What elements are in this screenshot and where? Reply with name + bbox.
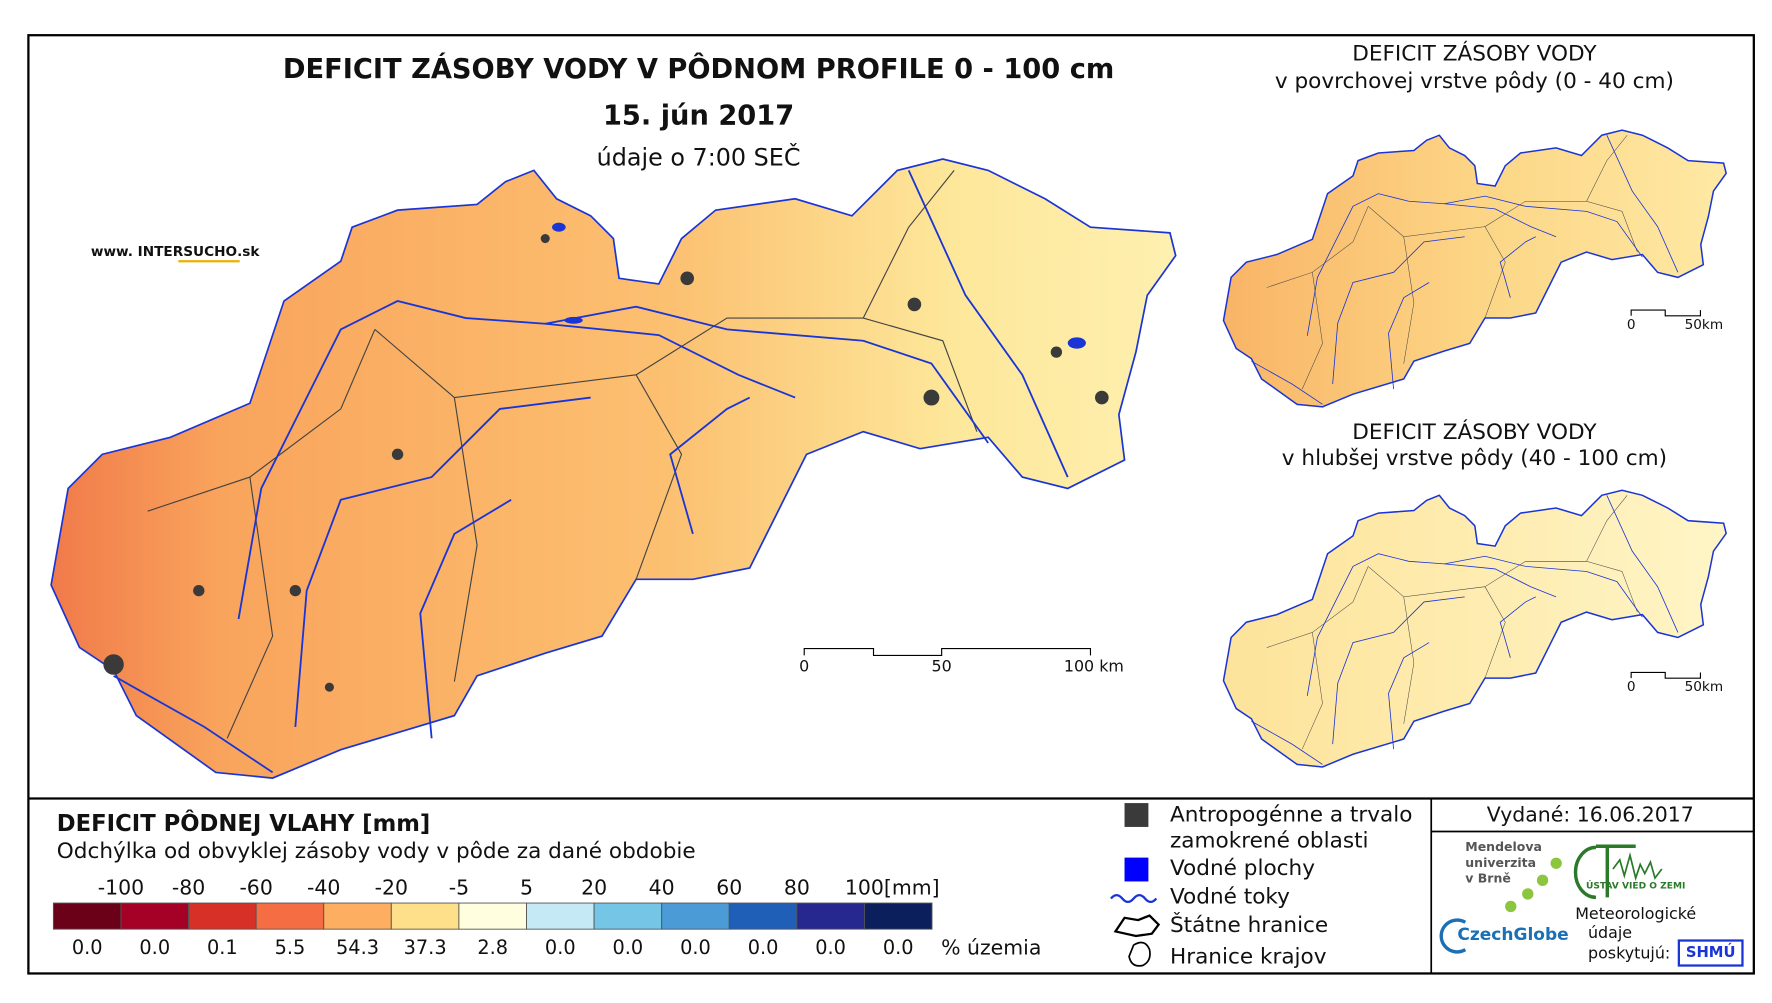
legend-percentage: 5.5 [275, 936, 306, 959]
legend-swatch [593, 902, 663, 930]
issued: Vydané: 16.06.2017 [1487, 803, 1694, 827]
map-date: 15. jún 2017 [603, 100, 794, 131]
logo-seismo [1612, 851, 1663, 882]
map-legend-label: Vodné plochy [1170, 856, 1315, 881]
legend-class-label: -20 [375, 875, 408, 899]
legend-percentage: 0.0 [545, 936, 576, 959]
legend-class-label: -100 [98, 875, 144, 899]
inset-title: DEFICIT ZÁSOBY VODY [1352, 41, 1597, 67]
legend-class-label: 100 [845, 875, 884, 899]
inset-title: DEFICIT ZÁSOBY VODY [1352, 419, 1597, 445]
website-part: .sk [237, 244, 260, 260]
inset-title: v hlubšej vrstve pôdy (40 - 100 cm) [1282, 446, 1667, 471]
scale-label: 100 km [1064, 656, 1124, 675]
logo-text: univerzita [1465, 855, 1536, 870]
map-legend-label: Vodné toky [1170, 884, 1290, 909]
legend-percentage: 54.3 [336, 936, 379, 959]
legend-swatch [323, 902, 392, 930]
map-legend-label: Antropogénne a trvalo [1170, 803, 1412, 828]
symbol-water [1124, 857, 1149, 882]
legend-subtitle: Odchýlka od obvyklej zásoby vody v pôde … [57, 839, 696, 864]
legend-class-label: 60 [716, 875, 742, 899]
legend-class-label: -40 [307, 875, 340, 899]
logo-text: údaje [1588, 923, 1632, 942]
inset-scale-label: 0 [1627, 679, 1636, 695]
symbol-state-border [1113, 914, 1161, 938]
legend-percent-unit: % územia [941, 935, 1041, 959]
legend-title: DEFICIT PÔDNEJ VLAHY [mm] [57, 809, 430, 837]
legend-swatch [458, 902, 527, 930]
legend-percentage: 0.0 [883, 936, 914, 959]
legend-swatch [661, 902, 730, 930]
website-part: SUCHO [183, 244, 237, 260]
scale-label: 0 [799, 656, 809, 675]
legend-class-label: 5 [520, 875, 533, 899]
symbol-region-border [1128, 941, 1151, 967]
legend-class-label: 80 [784, 875, 810, 899]
logo-arc [1439, 918, 1467, 954]
logo-dots [1505, 857, 1562, 913]
legend-percentage: 0.0 [613, 936, 644, 959]
legend-swatch [728, 902, 798, 930]
legend-swatch [188, 902, 257, 930]
legend-class-label: -60 [239, 875, 272, 899]
legend-swatch [52, 902, 122, 930]
map-time: údaje o 7:00 SEČ [597, 144, 801, 172]
legend-percentage: 0.0 [680, 936, 711, 959]
legend-class-label: 20 [581, 875, 607, 899]
legend-swatch [390, 902, 460, 930]
logo-shmu-box [1677, 939, 1744, 967]
logo-text: Meteorologické [1575, 904, 1696, 923]
logo-text: v Brně [1465, 871, 1511, 886]
map-title: DEFICIT ZÁSOBY VODY V PÔDNOM PROFILE 0 -… [283, 53, 1114, 85]
inset-scale-label: 50km [1685, 679, 1724, 695]
legend-class-label: 40 [649, 875, 675, 899]
legend-percentage: 0.0 [139, 936, 170, 959]
logo-text: ÚSTAV VIED O ZEMI [1586, 880, 1685, 892]
website: www. INTERSUCHO.sk [91, 244, 261, 260]
map-legend-label: Hranice krajov [1170, 945, 1327, 970]
symbol-urban [1124, 803, 1149, 827]
legend-class-label: -5 [449, 875, 469, 899]
legend-percentage: 0.0 [748, 936, 779, 959]
legend-swatch [120, 902, 190, 930]
logo-shmu: SHMÚ [1686, 943, 1736, 961]
inset-scale-bar [1630, 309, 1702, 679]
scale-label: 50 [932, 656, 952, 675]
logo-text: Mendelova [1465, 839, 1542, 854]
inset-title: v povrchovej vrstve pôdy (0 - 40 cm) [1275, 69, 1674, 94]
website-part: www. INTER [91, 244, 184, 260]
map-legend-label: zamokrené oblasti [1170, 829, 1369, 854]
legend-percentage: 37.3 [404, 936, 447, 959]
main-map [50, 158, 1177, 779]
logo-mark [1573, 844, 1636, 900]
legend-swatch [526, 902, 595, 930]
legend-percentage: 2.8 [477, 936, 508, 959]
logo-czechglobe: CzechGlobe [1457, 925, 1568, 945]
legend-swatch [796, 902, 865, 930]
legend-unit: [mm] [884, 875, 940, 899]
legend-class-label: -80 [172, 875, 205, 899]
legend-percentage: 0.1 [207, 936, 238, 959]
legend-swatch [863, 902, 933, 930]
legend-swatch [255, 902, 325, 930]
inset-scale-label: 50km [1685, 317, 1724, 333]
logo-text: poskytujú: [1588, 944, 1670, 963]
map-legend-label: Štátne hranice [1170, 912, 1328, 938]
scale-bar [803, 648, 1092, 656]
inset-scale-label: 0 [1627, 317, 1636, 333]
symbol-river [1110, 893, 1158, 904]
legend-percentage: 0.0 [815, 936, 846, 959]
legend-percentage: 0.0 [72, 936, 103, 959]
